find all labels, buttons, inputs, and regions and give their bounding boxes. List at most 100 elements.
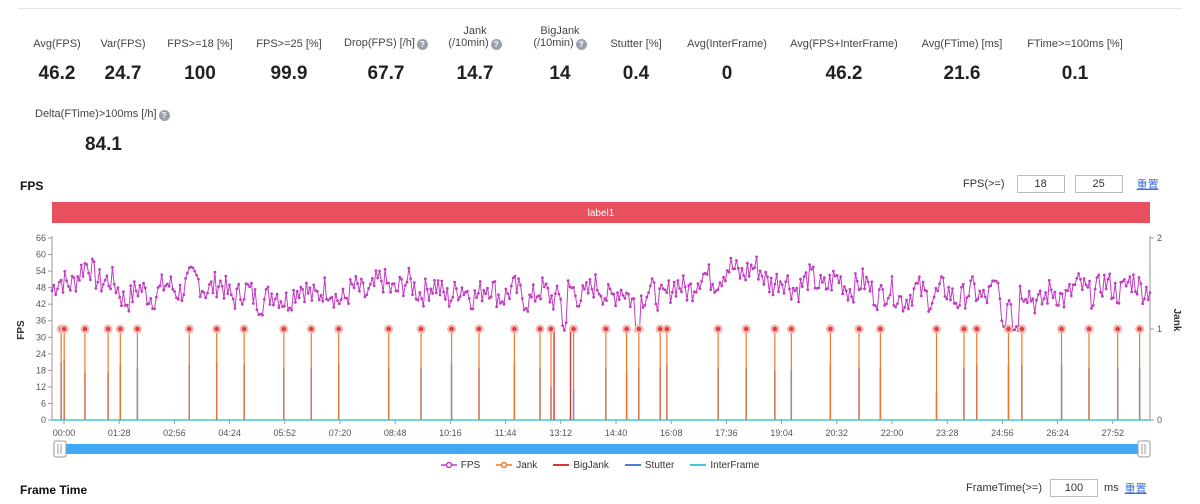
- legend-item-interframe[interactable]: InterFrame: [690, 460, 759, 471]
- fps-point: [561, 324, 564, 327]
- metric-label: Avg(FTime) [ms]: [921, 38, 1003, 50]
- fps-point: [1060, 292, 1064, 296]
- legend-item-jank[interactable]: Jank: [496, 460, 537, 471]
- fps-point: [59, 278, 63, 282]
- fps-point: [508, 297, 511, 301]
- fps-point: [733, 267, 736, 271]
- frametime-reset-link[interactable]: 重置: [1124, 483, 1147, 495]
- fps-point: [246, 283, 250, 286]
- metric-value: 21.6: [943, 63, 981, 84]
- fps-point: [409, 277, 413, 281]
- fps-point: [746, 261, 749, 265]
- fps-point: [389, 290, 392, 294]
- fps-point: [978, 289, 982, 293]
- metric-label: FTime>=100ms [%]: [1027, 38, 1123, 50]
- fps-point: [963, 306, 967, 310]
- fps-point: [982, 288, 985, 292]
- fps-point: [98, 268, 101, 271]
- fps-point: [164, 284, 167, 288]
- fps-point: [283, 304, 286, 308]
- fps-point: [718, 281, 722, 284]
- metric-value: 0.4: [622, 63, 650, 84]
- fps-point: [542, 285, 546, 289]
- fps-point: [621, 293, 625, 297]
- fps-point: [255, 308, 259, 312]
- legend-label: Stutter: [644, 460, 675, 471]
- zoom-handle-left[interactable]: [53, 440, 67, 458]
- fps-threshold-controls: FPS(>=) 重置: [963, 175, 1159, 193]
- fps-point: [1046, 302, 1049, 305]
- fps-point: [369, 282, 372, 286]
- x-tick-label: 13:12: [550, 428, 573, 438]
- fps-point: [689, 282, 693, 286]
- x-tick-label: 07:20: [329, 428, 352, 438]
- fps-point: [1033, 311, 1037, 315]
- fps-point: [557, 292, 561, 296]
- fps-point: [875, 308, 879, 312]
- legend-item-fps[interactable]: FPS: [440, 460, 480, 471]
- fps-point: [365, 293, 369, 297]
- jank-marker: [878, 326, 883, 332]
- fps-point: [1143, 297, 1146, 301]
- jank-marker: [828, 326, 833, 332]
- fps-point: [886, 296, 890, 300]
- zoom-handle-right[interactable]: [1137, 440, 1151, 458]
- fps-point: [101, 283, 105, 286]
- fps-point: [797, 300, 800, 304]
- fps-point: [449, 299, 453, 303]
- fps-point: [749, 263, 753, 267]
- fps-point: [423, 277, 427, 281]
- legend-item-bigjank[interactable]: BigJank: [553, 460, 609, 471]
- legend-label: InterFrame: [710, 460, 760, 471]
- fps-point: [68, 288, 72, 292]
- fps-point: [1082, 277, 1086, 280]
- fps-point: [323, 276, 327, 280]
- fps-point: [563, 329, 566, 332]
- fps-point: [784, 280, 788, 284]
- fps-reset-link[interactable]: 重置: [1136, 179, 1159, 191]
- fps-point: [980, 295, 983, 298]
- fps-point: [186, 271, 189, 275]
- fps-point: [524, 307, 528, 310]
- help-icon[interactable]: ?: [575, 39, 587, 50]
- fps-point: [572, 286, 575, 289]
- fps-point: [294, 300, 297, 304]
- fps-threshold-1-input[interactable]: [1016, 175, 1065, 193]
- fps-point: [363, 295, 367, 299]
- jank-marker: [309, 326, 314, 332]
- help-icon[interactable]: ?: [490, 39, 502, 50]
- fps-point: [641, 306, 645, 309]
- fps-point: [643, 303, 647, 307]
- fps-point: [961, 282, 965, 286]
- fps-point: [841, 292, 844, 296]
- fps-point: [402, 294, 405, 298]
- jank-marker: [636, 326, 642, 332]
- fps-point: [960, 285, 963, 289]
- fps-point: [744, 278, 747, 282]
- fps-point: [791, 286, 795, 290]
- help-icon[interactable]: ?: [416, 39, 428, 50]
- jank-marker: [187, 326, 192, 332]
- legend-item-stutter[interactable]: Stutter: [624, 460, 675, 471]
- fps-point: [92, 260, 96, 264]
- fps-point: [52, 283, 56, 287]
- jank-marker: [476, 326, 482, 332]
- fps-point: [716, 288, 720, 291]
- fps-point: [374, 269, 378, 272]
- fps-point: [1113, 281, 1117, 285]
- fps-point: [191, 266, 195, 270]
- fps-point: [240, 302, 244, 306]
- fps-point: [1077, 272, 1080, 275]
- frametime-threshold-input[interactable]: [1050, 479, 1098, 497]
- fps-point: [264, 288, 268, 291]
- jank-marker: [135, 326, 140, 332]
- fps-point: [184, 277, 188, 280]
- fps-threshold-2-input[interactable]: [1074, 175, 1123, 193]
- fps-point: [182, 293, 186, 297]
- help-icon[interactable]: ?: [158, 110, 170, 121]
- fps-point: [215, 295, 219, 299]
- fps-point: [740, 266, 744, 270]
- fps-point: [555, 284, 559, 288]
- fps-point: [134, 289, 138, 293]
- fps-point: [788, 287, 791, 291]
